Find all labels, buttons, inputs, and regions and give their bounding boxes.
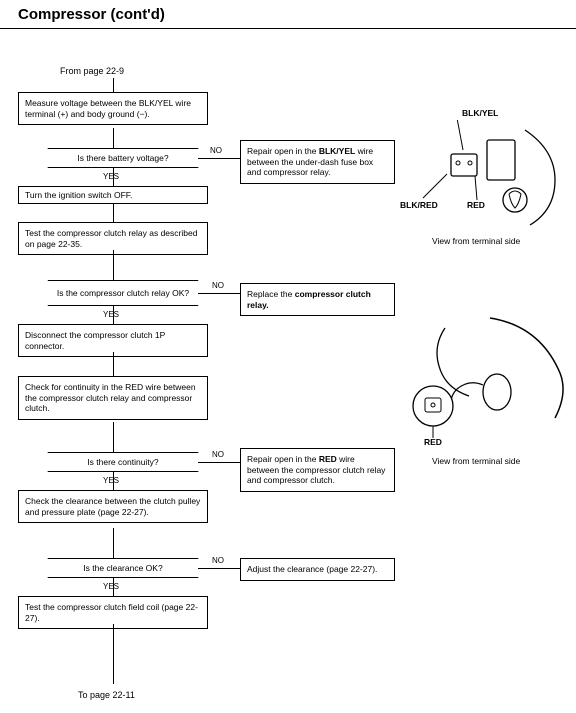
- yes-label: YES: [103, 310, 119, 319]
- flow-line: [113, 168, 114, 186]
- illustration-relay-connector: [405, 120, 565, 230]
- result-replace-relay: Replace the compressor clutch relay.: [240, 283, 395, 316]
- flow-line: [113, 78, 114, 92]
- flow-line: [113, 306, 114, 324]
- page-title: Compressor (cont'd): [18, 6, 165, 23]
- decision-relay-ok: Is the compressor clutch relay OK?: [38, 280, 208, 306]
- result-text: Repair open in the: [247, 146, 319, 156]
- from-page-label: From page 22-9: [60, 66, 124, 76]
- flow-line-no: [198, 462, 240, 463]
- result-text: Repair open in the: [247, 454, 319, 464]
- illustration-compressor: [385, 310, 570, 440]
- flow-line: [113, 250, 114, 280]
- result-bold: RED: [319, 454, 337, 464]
- no-label: NO: [212, 556, 224, 565]
- flow-line: [113, 128, 114, 148]
- flow-line-no: [198, 293, 240, 294]
- decision-clearance-ok: Is the clearance OK?: [38, 558, 208, 578]
- decision-text: Is the clearance OK?: [83, 563, 162, 573]
- flow-line: [113, 528, 114, 558]
- yes-label: YES: [103, 582, 119, 591]
- no-label: NO: [210, 146, 222, 155]
- title-rule: [0, 28, 576, 29]
- to-page-label: To page 22-11: [78, 690, 135, 700]
- wire-label-blkyel: BLK/YEL: [462, 108, 498, 118]
- process-box-check-clearance: Check the clearance between the clutch p…: [18, 490, 208, 523]
- yes-label: YES: [103, 172, 119, 181]
- flow-line-no: [198, 568, 240, 569]
- flow-line: [113, 352, 114, 376]
- view-caption-1: View from terminal side: [432, 236, 520, 246]
- view-caption-2: View from terminal side: [432, 456, 520, 466]
- decision-continuity: Is there continuity?: [38, 452, 208, 472]
- wire-label-blkred: BLK/RED: [400, 200, 438, 210]
- decision-text: Is there continuity?: [87, 457, 158, 467]
- wire-label-red-2: RED: [424, 437, 442, 447]
- flow-line: [113, 204, 114, 222]
- process-box-measure-voltage: Measure voltage between the BLK/YEL wire…: [18, 92, 208, 125]
- result-repair-red: Repair open in the RED wire between the …: [240, 448, 395, 492]
- no-label: NO: [212, 450, 224, 459]
- flow-line: [113, 624, 114, 684]
- decision-text: Is there battery voltage?: [77, 153, 168, 163]
- result-bold: BLK/YEL: [319, 146, 355, 156]
- result-adjust-clearance: Adjust the clearance (page 22-27).: [240, 558, 395, 581]
- flow-line: [113, 578, 114, 596]
- yes-label: YES: [103, 476, 119, 485]
- decision-text: Is the compressor clutch relay OK?: [57, 288, 189, 298]
- result-text: Replace the: [247, 289, 295, 299]
- flow-line: [113, 422, 114, 452]
- result-repair-blkyel: Repair open in the BLK/YEL wire between …: [240, 140, 395, 184]
- process-box-check-continuity: Check for continuity in the RED wire bet…: [18, 376, 208, 420]
- process-box-ignition-off: Turn the ignition switch OFF.: [18, 186, 208, 204]
- decision-battery-voltage: Is there battery voltage?: [38, 148, 208, 168]
- wire-label-red: RED: [467, 200, 485, 210]
- flow-line: [113, 472, 114, 490]
- flow-line-no: [198, 158, 240, 159]
- no-label: NO: [212, 281, 224, 290]
